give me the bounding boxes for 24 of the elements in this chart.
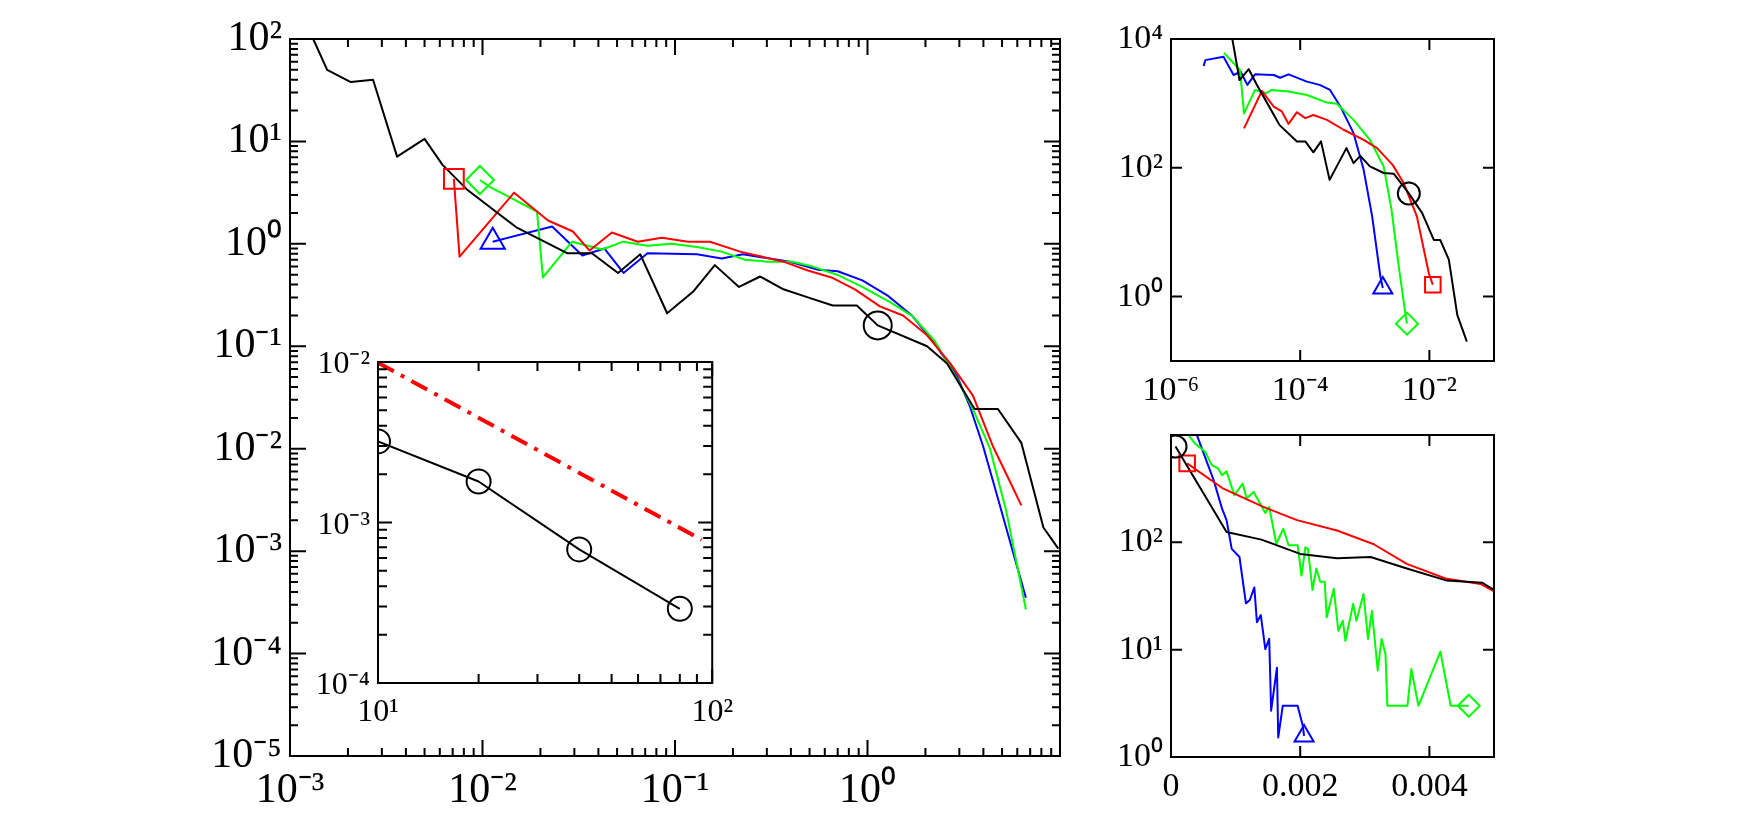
y-tick-label: 10⁻³	[213, 525, 282, 572]
y-tick-label: 10⁰	[1117, 275, 1163, 313]
x-tick-label: 10⁻²	[1401, 370, 1457, 408]
y-tick-label: 10⁻²	[213, 422, 282, 469]
y-tick-label: 10¹	[227, 115, 282, 162]
y-tick-label: 10⁻³	[317, 504, 370, 541]
y-tick-label: 10⁰	[225, 217, 282, 264]
y-tick-label: 10²	[227, 13, 282, 60]
y-tick-label: 10²	[1118, 521, 1163, 559]
y-tick-label: 10¹	[1118, 628, 1163, 666]
x-tick-label: 0	[1162, 766, 1180, 804]
x-tick-label: 10⁻⁶	[1142, 370, 1200, 408]
x-tick-label: 10⁻⁴	[1271, 370, 1329, 408]
x-tick-label: 10⁻²	[448, 765, 517, 812]
x-tick-label: 0.002	[1261, 766, 1339, 804]
x-tick-label: 10⁻¹	[640, 765, 710, 812]
y-tick-label: 10²	[1118, 146, 1163, 184]
y-tick-label: 10⁻²	[317, 344, 370, 381]
y-tick-label: 10⁴	[1117, 17, 1163, 55]
y-tick-label: 10⁻¹	[213, 320, 282, 367]
x-tick-label: 0.004	[1391, 766, 1468, 804]
y-tick-label: 10⁰	[1117, 735, 1163, 773]
x-tick-label: 10⁰	[839, 765, 896, 812]
y-tick-label: 10⁻⁴	[211, 627, 282, 674]
